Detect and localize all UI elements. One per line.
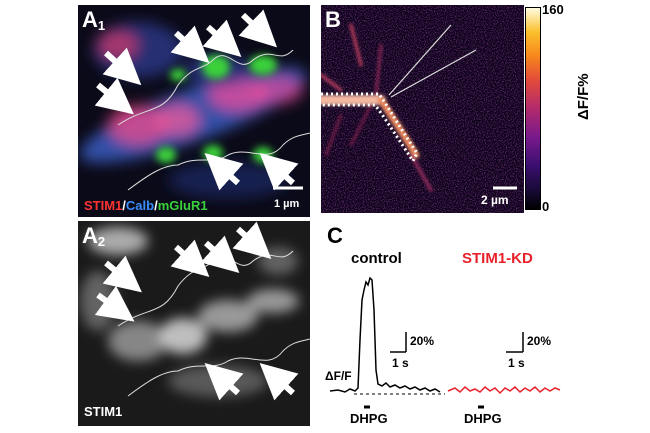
panel-a2-caption: STIM1 xyxy=(84,404,123,419)
panel-a2-label: A2 xyxy=(82,223,106,249)
panel-a1-scale-label: 1 µm xyxy=(274,198,300,210)
legend-sep-2: / xyxy=(154,198,158,213)
colorbar xyxy=(525,7,541,210)
control-trace xyxy=(329,276,441,393)
panel-a1-legend: STIM1/Calb/mGluR1 xyxy=(84,198,208,213)
panel-a1-image: A1 STIM1/Calb/mGluR1 1 µm xyxy=(78,5,310,217)
c-ylabel: ΔF/F xyxy=(325,369,352,383)
kd-scale-y: 20% xyxy=(527,334,552,348)
panel-a2-image: A2 STIM1 xyxy=(78,221,310,426)
legend-sep-1: / xyxy=(122,198,126,213)
panel-b-image: B 2 µm xyxy=(321,5,524,213)
colorbar-title: ΔF/F% xyxy=(575,73,592,120)
legend-calb: Calb xyxy=(125,198,155,213)
control-scale-y: 20% xyxy=(410,334,435,348)
kd-stim-label: DHPG xyxy=(464,411,502,426)
colorbar-max-label: 160 xyxy=(542,2,564,17)
control-stim-label: DHPG xyxy=(350,411,388,426)
panel-c-traces xyxy=(329,276,561,409)
kd-trace xyxy=(447,385,561,395)
control-scale-x: 1 s xyxy=(392,356,409,370)
control-title: control xyxy=(351,250,402,267)
panel-a1-label: A1 xyxy=(82,7,106,33)
legend-mglur1: mGluR1 xyxy=(157,198,208,213)
kd-scale-x: 1 s xyxy=(508,356,525,370)
panel-b-label: B xyxy=(325,7,341,32)
legend-stim1: STIM1 xyxy=(84,198,123,213)
colorbar-min-label: 0 xyxy=(542,199,550,214)
panel-c-label: C xyxy=(327,223,343,248)
stim1-kd-title: STIM1-KD xyxy=(462,250,533,267)
panel-b-scale-label: 2 µm xyxy=(481,193,509,207)
